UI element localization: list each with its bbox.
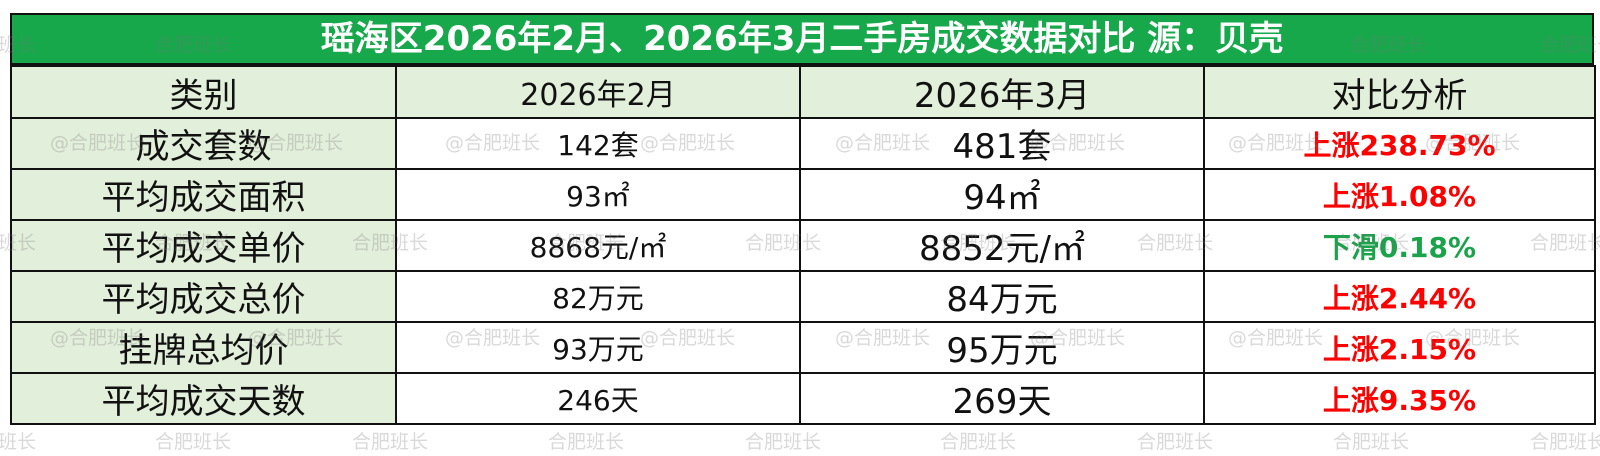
- header-feb: 2026年2月: [395, 65, 801, 119]
- table-row: 挂牌总均价 93万元 95万元 上涨2.15%: [10, 321, 1596, 374]
- header-row: 类别 2026年2月 2026年3月 对比分析: [10, 65, 1596, 119]
- feb-value-cell: 82万元: [395, 270, 801, 323]
- mar-value-cell: 94㎡: [799, 168, 1205, 221]
- mar-value-cell: 8852元/㎡: [799, 219, 1205, 272]
- category-cell: 挂牌总均价: [10, 321, 397, 374]
- category-cell: 成交套数: [10, 117, 397, 170]
- table-row: 平均成交单价 8868元/㎡ 8852元/㎡ 下滑0.18%: [10, 219, 1596, 272]
- comparison-cell: 下滑0.18%: [1203, 219, 1596, 272]
- table-row: 平均成交面积 93㎡ 94㎡ 上涨1.08%: [10, 168, 1596, 221]
- mar-value-cell: 481套: [799, 117, 1205, 170]
- category-cell: 平均成交面积: [10, 168, 397, 221]
- feb-value-cell: 93万元: [395, 321, 801, 374]
- header-comparison: 对比分析: [1203, 65, 1596, 119]
- feb-value-cell: 246天: [395, 372, 801, 425]
- comparison-cell: 上涨238.73%: [1203, 117, 1596, 170]
- category-cell: 平均成交天数: [10, 372, 397, 425]
- data-grid: 类别 2026年2月 2026年3月 对比分析 成交套数 142套 481套 上…: [10, 65, 1596, 425]
- table-row: 成交套数 142套 481套 上涨238.73%: [10, 117, 1596, 170]
- feb-value-cell: 8868元/㎡: [395, 219, 801, 272]
- table-row: 平均成交天数 246天 269天 上涨9.35%: [10, 372, 1596, 425]
- comparison-cell: 上涨1.08%: [1203, 168, 1596, 221]
- comparison-cell: 上涨2.44%: [1203, 270, 1596, 323]
- mar-value-cell: 84万元: [799, 270, 1205, 323]
- feb-value-cell: 142套: [395, 117, 801, 170]
- table-row: 平均成交总价 82万元 84万元 上涨2.44%: [10, 270, 1596, 323]
- table-title: 瑶海区2026年2月、2026年3月二手房成交数据对比 源：贝壳: [10, 13, 1594, 65]
- category-cell: 平均成交单价: [10, 219, 397, 272]
- mar-value-cell: 95万元: [799, 321, 1205, 374]
- header-category: 类别: [10, 65, 397, 119]
- header-mar: 2026年3月: [799, 65, 1205, 119]
- comparison-table: 瑶海区2026年2月、2026年3月二手房成交数据对比 源：贝壳 类别 2026…: [10, 13, 1596, 445]
- category-cell: 平均成交总价: [10, 270, 397, 323]
- mar-value-cell: 269天: [799, 372, 1205, 425]
- comparison-cell: 上涨2.15%: [1203, 321, 1596, 374]
- comparison-cell: 上涨9.35%: [1203, 372, 1596, 425]
- feb-value-cell: 93㎡: [395, 168, 801, 221]
